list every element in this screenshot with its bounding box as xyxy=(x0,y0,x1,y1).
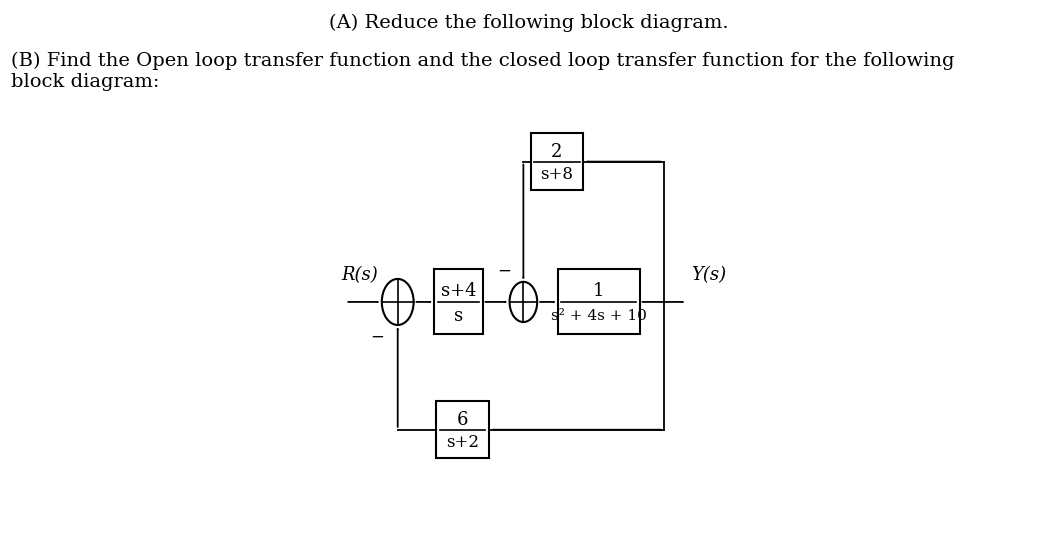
Text: Y(s): Y(s) xyxy=(691,265,726,284)
Text: s+4: s+4 xyxy=(441,282,476,300)
Text: −: − xyxy=(370,329,384,346)
Text: −: − xyxy=(497,263,511,280)
Text: s: s xyxy=(454,307,463,325)
Text: R(s): R(s) xyxy=(341,265,378,284)
Text: 6: 6 xyxy=(457,411,469,429)
Text: s+2: s+2 xyxy=(446,434,479,450)
FancyBboxPatch shape xyxy=(435,269,482,335)
Text: s+8: s+8 xyxy=(541,165,573,183)
Text: (B) Find the Open loop transfer function and the closed loop transfer function f: (B) Find the Open loop transfer function… xyxy=(11,52,954,91)
Text: 1: 1 xyxy=(594,282,604,300)
FancyBboxPatch shape xyxy=(558,269,640,335)
Text: s² + 4s + 10: s² + 4s + 10 xyxy=(551,309,646,323)
Text: (A) Reduce the following block diagram.: (A) Reduce the following block diagram. xyxy=(329,14,729,32)
FancyBboxPatch shape xyxy=(437,401,489,458)
FancyBboxPatch shape xyxy=(531,133,583,190)
Text: 2: 2 xyxy=(551,143,563,161)
